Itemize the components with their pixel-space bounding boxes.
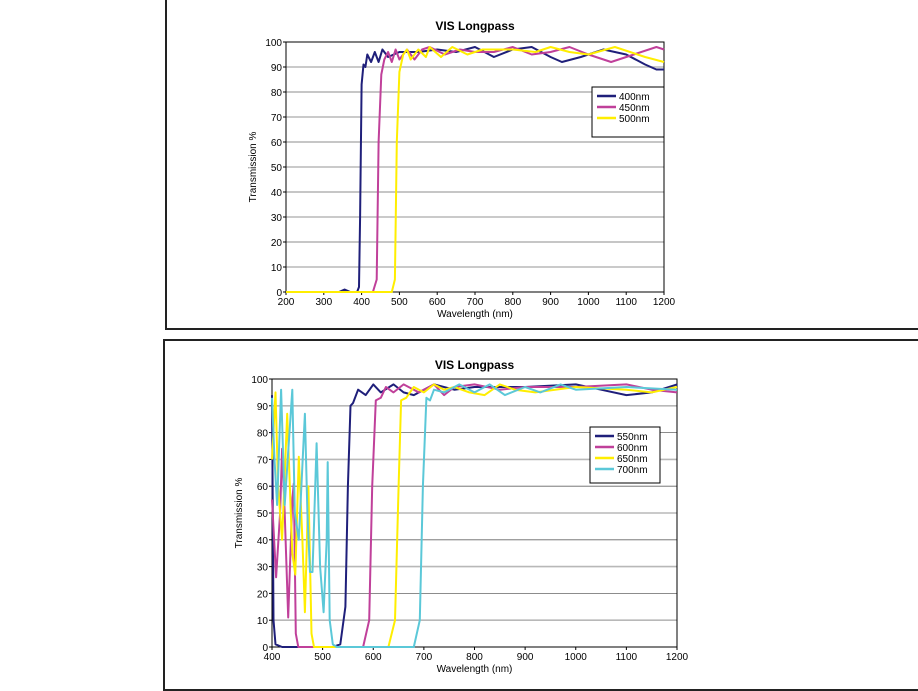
chart-title: VIS Longpass bbox=[435, 19, 515, 33]
x-tick-label: 900 bbox=[542, 297, 559, 308]
x-tick-label: 800 bbox=[504, 297, 521, 308]
legend-label: 600nm bbox=[617, 443, 648, 454]
y-axis-label: Transmission % bbox=[248, 132, 259, 203]
legend-label: 400nm bbox=[619, 92, 650, 103]
y-tick-label: 50 bbox=[271, 163, 283, 174]
series-line-450nm bbox=[286, 46, 665, 293]
y-tick-label: 40 bbox=[271, 188, 283, 199]
legend-label: 500nm bbox=[619, 114, 650, 125]
x-tick-label: 900 bbox=[517, 652, 534, 663]
x-tick-label: 1200 bbox=[666, 652, 689, 663]
series-line-400nm bbox=[286, 46, 664, 293]
x-tick-label: 600 bbox=[429, 297, 446, 308]
series-line-600nm bbox=[271, 383, 678, 648]
x-tick-label: 1100 bbox=[615, 297, 637, 308]
x-tick-label: 1000 bbox=[577, 297, 600, 308]
y-tick-label: 60 bbox=[271, 138, 283, 149]
x-tick-label: 700 bbox=[467, 297, 484, 308]
x-tick-label: 1000 bbox=[565, 652, 588, 663]
y-tick-label: 60 bbox=[257, 482, 269, 493]
series-line-500nm bbox=[286, 46, 665, 293]
legend-label: 450nm bbox=[619, 103, 650, 114]
y-tick-label: 90 bbox=[271, 63, 283, 74]
y-tick-label: 100 bbox=[251, 375, 268, 386]
y-tick-label: 0 bbox=[262, 643, 268, 654]
y-tick-label: 10 bbox=[257, 616, 269, 627]
y-tick-label: 20 bbox=[271, 238, 283, 249]
x-tick-label: 1100 bbox=[616, 652, 638, 663]
chart-title: VIS Longpass bbox=[435, 358, 515, 372]
series-line-650nm bbox=[271, 383, 678, 648]
series-line-550nm bbox=[271, 383, 678, 648]
legend-label: 550nm bbox=[617, 432, 648, 443]
x-tick-label: 600 bbox=[365, 652, 382, 663]
plot-area bbox=[285, 41, 665, 293]
legend-label: 650nm bbox=[617, 454, 648, 465]
x-tick-label: 200 bbox=[278, 297, 295, 308]
y-tick-label: 10 bbox=[271, 263, 283, 274]
y-tick-label: 100 bbox=[265, 38, 282, 49]
series-line-700nm bbox=[271, 383, 678, 648]
x-axis-label: Wavelength (nm) bbox=[437, 309, 513, 320]
y-tick-label: 50 bbox=[257, 509, 269, 520]
y-tick-label: 80 bbox=[257, 429, 269, 440]
x-tick-label: 400 bbox=[264, 652, 281, 663]
x-tick-label: 500 bbox=[314, 652, 331, 663]
x-tick-label: 1200 bbox=[653, 297, 676, 308]
x-tick-label: 300 bbox=[315, 297, 332, 308]
y-tick-label: 30 bbox=[257, 563, 269, 574]
x-axis-label: Wavelength (nm) bbox=[437, 664, 513, 675]
y-tick-label: 30 bbox=[271, 213, 283, 224]
chart-panel-bottom bbox=[163, 339, 918, 691]
y-tick-label: 20 bbox=[257, 589, 269, 600]
x-tick-label: 800 bbox=[466, 652, 483, 663]
y-tick-label: 90 bbox=[257, 402, 269, 413]
legend-label: 700nm bbox=[617, 465, 648, 476]
y-axis-label: Transmission % bbox=[234, 478, 245, 549]
x-tick-label: 400 bbox=[353, 297, 370, 308]
legend-box bbox=[591, 86, 665, 138]
y-tick-label: 40 bbox=[257, 536, 269, 547]
x-tick-label: 700 bbox=[416, 652, 433, 663]
chart-panel-top bbox=[165, 0, 918, 330]
y-tick-label: 70 bbox=[271, 113, 283, 124]
x-tick-label: 500 bbox=[391, 297, 408, 308]
y-tick-label: 0 bbox=[276, 288, 282, 299]
y-tick-label: 70 bbox=[257, 455, 269, 466]
y-tick-label: 80 bbox=[271, 88, 283, 99]
